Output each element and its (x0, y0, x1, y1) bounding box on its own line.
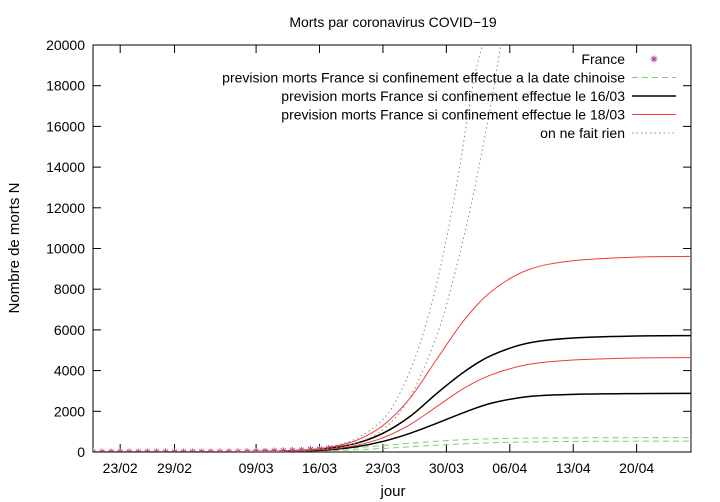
france-data-point (125, 448, 133, 452)
series-2-curve-1 (93, 392, 691, 452)
x-tick-label: 30/03 (429, 460, 464, 476)
france-data-point (107, 448, 115, 452)
x-tick-label: 23/03 (365, 460, 400, 476)
legend-label: on ne fait rien (540, 125, 625, 141)
legend-label: prevision morts France si confinement ef… (222, 70, 625, 86)
y-tick-label: 16000 (46, 118, 85, 134)
x-tick-label: 13/04 (556, 460, 591, 476)
series-4-curve-1 (93, 45, 502, 452)
legend-label: France (581, 51, 625, 67)
france-data-point (116, 448, 124, 452)
x-tick-label: 06/04 (492, 460, 527, 476)
legend-label: prevision morts France si confinement ef… (281, 107, 625, 123)
france-data-point (93, 448, 97, 452)
y-tick-label: 6000 (54, 322, 85, 338)
series-layer (93, 45, 691, 452)
x-tick-label: 09/03 (239, 460, 274, 476)
y-ticks: 0 2000 4000 6000 8000 10000 12000 14000 16000 180… (46, 37, 691, 460)
y-tick-label: 8000 (54, 281, 85, 297)
y-axis-label: Nombre de morts N (6, 183, 23, 314)
y-tick-label: 18000 (46, 78, 85, 94)
series-3-curve-0 (93, 255, 691, 452)
x-tick-label: 16/03 (302, 460, 337, 476)
y-tick-label: 12000 (46, 200, 85, 216)
x-tick-label: 20/04 (619, 460, 654, 476)
y-tick-label: 14000 (46, 159, 85, 175)
x-axis-label: jour (379, 483, 405, 500)
y-tick-label: 4000 (54, 363, 85, 379)
series-1-curve-1 (93, 440, 691, 452)
legend-label: prevision morts France si confinement ef… (281, 88, 625, 104)
y-tick-label: 0 (77, 444, 85, 460)
x-tick-label: 29/02 (157, 460, 192, 476)
france-data-point (98, 448, 106, 452)
y-tick-label: 20000 (46, 37, 85, 53)
x-tick-label: 23/02 (103, 460, 138, 476)
legend-marker (650, 55, 658, 63)
y-tick-label: 2000 (54, 403, 85, 419)
chart-title: Morts par coronavirus COVID−19 (289, 14, 497, 30)
y-tick-label: 10000 (46, 241, 85, 257)
x-ticks: 23/02 29/02 09/03 16/03 23/03 30/03 06/04 13/04… (103, 45, 654, 476)
france-data-point (134, 448, 142, 452)
series-1-curve-0 (93, 437, 691, 452)
series-3-curve-1 (93, 357, 691, 452)
legend: France prevision morts France si confinem… (222, 51, 676, 141)
